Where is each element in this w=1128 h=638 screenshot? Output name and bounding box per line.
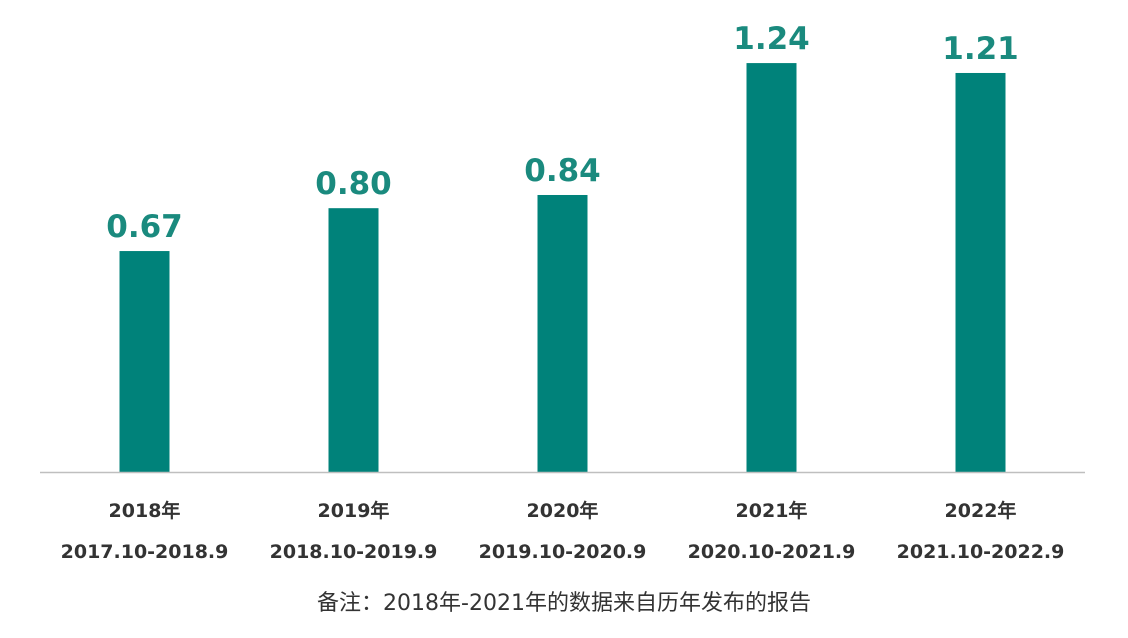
value-label-5: 1.21 xyxy=(942,31,1019,67)
x-tick-label-2: 2019年 xyxy=(318,499,390,522)
x-tick-label-4: 2021年 xyxy=(736,499,808,522)
x-tick-label-1: 2018年 xyxy=(109,499,181,522)
bar-4 xyxy=(746,63,797,472)
bar-2 xyxy=(328,208,379,472)
x-tick-sublabel-2: 2018.10-2019.9 xyxy=(270,541,438,563)
bar-1 xyxy=(119,251,170,472)
bar-3 xyxy=(537,194,588,472)
value-label-4: 1.24 xyxy=(733,21,810,57)
value-label-3: 0.84 xyxy=(524,153,601,189)
value-label-2: 0.80 xyxy=(315,166,392,202)
x-tick-label-5: 2022年 xyxy=(945,499,1017,522)
x-tick-sublabel-1: 2017.10-2018.9 xyxy=(61,541,229,563)
x-tick-sublabel-3: 2019.10-2020.9 xyxy=(479,541,647,563)
bar-5 xyxy=(955,72,1006,472)
value-labels-layer: 0.67 0.80 0.84 1.24 1.21 xyxy=(106,21,1019,245)
x-tick-sublabel-4: 2020.10-2021.9 xyxy=(688,541,856,563)
footnote: 备注：2018年-2021年的数据来自历年发布的报告 xyxy=(317,591,811,616)
x-tick-label-3: 2020年 xyxy=(527,499,599,522)
bars-layer xyxy=(119,63,1006,472)
x-tick-sublabel-5: 2021.10-2022.9 xyxy=(897,541,1065,563)
x-tick-labels-layer: 2018年 2017.10-2018.9 2019年 2018.10-2019.9 20… xyxy=(61,499,1065,563)
value-label-1: 0.67 xyxy=(106,209,183,245)
